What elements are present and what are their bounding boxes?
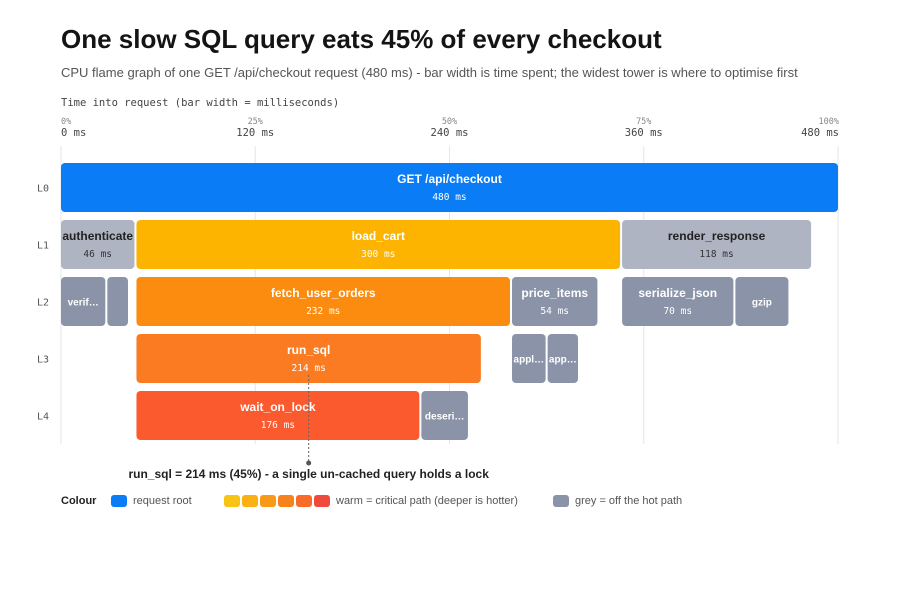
frame-duration: 118 ms — [699, 249, 733, 260]
tick-label: 480 ms — [801, 127, 839, 139]
frame-bar — [107, 277, 128, 326]
frame-duration: 214 ms — [292, 363, 326, 374]
frame-bar — [136, 277, 511, 326]
tick-pct-label: 100% — [819, 117, 839, 127]
frame-duration: 54 ms — [540, 306, 569, 317]
tick-pct-label: 25% — [248, 117, 263, 127]
frame-bar — [61, 277, 106, 326]
level-label: L4 — [37, 412, 49, 423]
frame-name: load_cart — [352, 229, 405, 243]
annotation-dot — [306, 460, 312, 466]
tick-label: 360 ms — [625, 127, 663, 139]
frame-name: wait_on_lock — [239, 400, 316, 414]
frame-name: verif… — [68, 298, 99, 309]
level-label: L2 — [37, 298, 49, 309]
legend-label: warm = critical path (deeper is hotter) — [336, 495, 518, 507]
legend: Colour request root warm = critical path … — [61, 493, 861, 511]
frame-name: authenticate — [62, 229, 133, 243]
frame-duration: 232 ms — [306, 306, 340, 317]
level-label: L3 — [37, 355, 49, 366]
frame-name: price_items — [521, 286, 588, 300]
frame-name: serialize_json — [638, 286, 717, 300]
legend-swatch — [242, 495, 258, 507]
frame-bar — [421, 391, 468, 440]
legend-swatch — [260, 495, 276, 507]
frame-bar — [512, 334, 546, 383]
frame-name: GET /api/checkout — [397, 172, 502, 186]
frame-duration: 176 ms — [261, 420, 295, 431]
frame-bar — [547, 334, 578, 383]
frame-name: fetch_user_orders — [271, 286, 376, 300]
chart-subtitle: CPU flame graph of one GET /api/checkout… — [61, 65, 798, 80]
annotation-text: run_sql = 214 ms (45%) - a single un-cac… — [128, 467, 489, 481]
legend-swatch — [278, 495, 294, 507]
tick-pct-label: 50% — [442, 117, 457, 127]
frame-bar — [136, 220, 621, 269]
frame-bar — [61, 220, 135, 269]
frame-bar — [512, 277, 598, 326]
frame-duration: 70 ms — [663, 306, 692, 317]
legend-label: grey = off the hot path — [575, 495, 683, 507]
legend-label: request root — [133, 495, 192, 507]
frame-duration: 46 ms — [83, 249, 112, 260]
legend-swatch — [314, 495, 330, 507]
frame-bar — [622, 220, 812, 269]
frame-name: gzip — [752, 298, 772, 309]
frame-bar — [136, 391, 420, 440]
legend-swatch — [224, 495, 240, 507]
tick-pct-label: 75% — [636, 117, 651, 127]
frame-name: app… — [549, 355, 577, 366]
frame-bar — [622, 277, 734, 326]
frame-duration: 480 ms — [432, 192, 466, 203]
legend-swatch — [296, 495, 312, 507]
frame-bar — [735, 277, 789, 326]
legend-swatch — [553, 495, 569, 507]
level-label: L0 — [37, 184, 49, 195]
tick-label: 120 ms — [236, 127, 274, 139]
tick-pct-label: 0% — [61, 117, 71, 127]
frame-name: render_response — [668, 229, 766, 243]
frame-bar — [136, 334, 481, 383]
chart-title: One slow SQL query eats 45% of every che… — [61, 24, 662, 54]
frame-name: run_sql — [287, 343, 330, 357]
tick-label: 240 ms — [431, 127, 469, 139]
legend-title: Colour — [61, 495, 97, 507]
frame-duration: 300 ms — [361, 249, 395, 260]
tick-label: 0 ms — [61, 127, 86, 139]
legend-swatch — [111, 495, 127, 507]
frame-name: appl… — [514, 355, 545, 366]
level-label: L1 — [37, 241, 49, 252]
frame-name: deseri… — [425, 412, 464, 423]
frame-bar — [61, 163, 838, 212]
x-axis-title: Time into request (bar width = milliseco… — [61, 97, 340, 109]
